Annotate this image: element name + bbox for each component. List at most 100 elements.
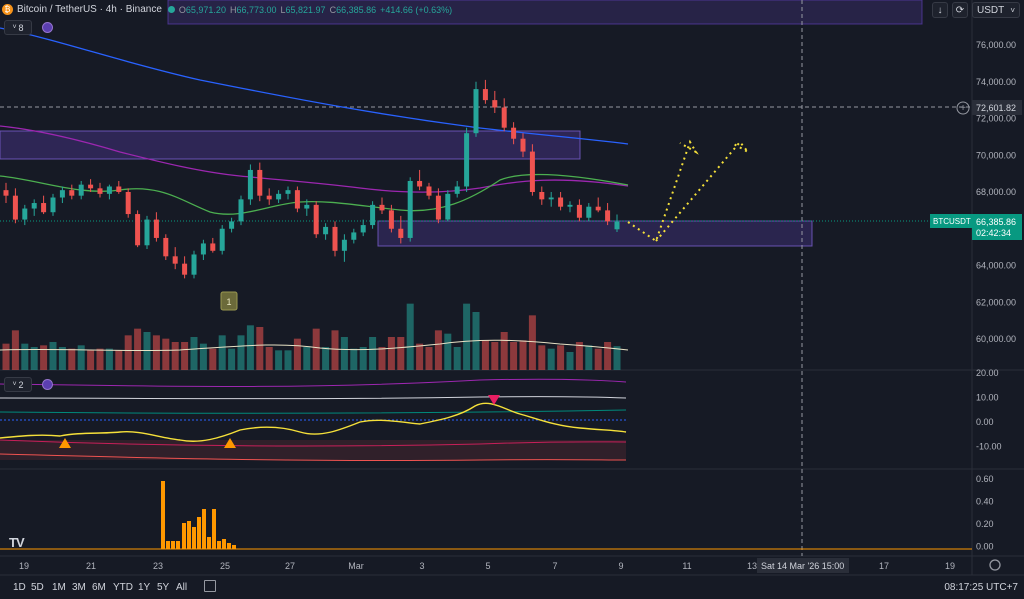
candle-body[interactable] — [304, 204, 310, 209]
support-zone[interactable] — [377, 220, 813, 247]
auto-scale-button[interactable]: ⟳ — [952, 2, 968, 18]
ma-blue-line[interactable] — [0, 27, 629, 145]
candle-body[interactable] — [614, 221, 620, 230]
candle-body[interactable] — [106, 186, 112, 194]
candle-body[interactable] — [210, 243, 216, 251]
candle-body[interactable] — [473, 89, 479, 134]
indicators-toggle[interactable]: ˅ 8 — [4, 20, 32, 35]
range-button-1y[interactable]: 1Y — [138, 582, 151, 593]
candle-body[interactable] — [398, 228, 404, 238]
currency-select[interactable]: USDT ˅ — [972, 2, 1020, 18]
candle-body[interactable] — [69, 190, 75, 196]
indicator-eye-icon[interactable] — [42, 22, 53, 33]
candle-body[interactable] — [407, 180, 413, 238]
candle-body[interactable] — [605, 210, 611, 222]
candle-body[interactable] — [332, 226, 338, 251]
candle-body[interactable] — [125, 192, 131, 215]
scroll-down-button[interactable]: ↓ — [932, 2, 948, 18]
candle-body[interactable] — [548, 197, 554, 200]
symbol-title[interactable]: Bitcoin / TetherUS · 4h · Binance — [17, 4, 162, 15]
candle-body[interactable] — [229, 221, 235, 229]
candle-body[interactable] — [88, 184, 94, 189]
range-button-1d[interactable]: 1D — [13, 582, 26, 593]
candle-body[interactable] — [200, 243, 206, 255]
candles-group[interactable] — [3, 79, 620, 279]
candle-body[interactable] — [388, 210, 394, 229]
candle-body[interactable] — [219, 228, 225, 251]
candle-body[interactable] — [351, 232, 357, 240]
price-axis[interactable]: 76,000.00 74,000.00 72,000.00 70,000.00 68,0… — [976, 40, 1016, 344]
candle-body[interactable] — [163, 237, 169, 257]
candle-body[interactable] — [323, 226, 329, 235]
candle-body[interactable] — [313, 204, 319, 235]
candle-body[interactable] — [558, 197, 564, 207]
candle-body[interactable] — [12, 195, 18, 220]
symbol-legend[interactable]: ₿ Bitcoin / TetherUS · 4h · Binance O 65,… — [2, 2, 452, 17]
candle-body[interactable] — [78, 184, 84, 196]
candle-body[interactable] — [454, 186, 460, 194]
candle-body[interactable] — [539, 192, 545, 200]
candle-body[interactable] — [417, 180, 423, 187]
candle-body[interactable] — [31, 203, 37, 209]
candle-body[interactable] — [276, 193, 282, 200]
time-axis[interactable]: 19 21 23 25 27 Mar 3 5 7 9 11 13 17 19 — [19, 561, 955, 571]
range-button-5y[interactable]: 5Y — [157, 582, 170, 593]
candle-body[interactable] — [379, 204, 385, 211]
candle-body[interactable] — [595, 206, 601, 211]
range-button-all[interactable]: All — [176, 582, 188, 593]
candle-body[interactable] — [529, 151, 535, 192]
osc-sell-triangle[interactable] — [488, 395, 500, 405]
candle-body[interactable] — [567, 204, 573, 207]
candle-body[interactable] — [247, 169, 253, 200]
candle-body[interactable] — [135, 214, 141, 246]
candle-body[interactable] — [97, 188, 103, 194]
candle-body[interactable] — [586, 206, 592, 218]
osc-signal-line[interactable] — [0, 402, 627, 442]
footer-clock[interactable]: 08:17:25 UTC+7 — [944, 582, 1018, 593]
candle-body[interactable] — [482, 89, 488, 101]
candle-body[interactable] — [266, 195, 272, 200]
projection-path-2[interactable] — [655, 140, 749, 242]
range-button-5d[interactable]: 5D — [31, 582, 44, 593]
candle-body[interactable] — [144, 219, 150, 246]
candle-body[interactable] — [257, 169, 263, 196]
candle-body[interactable] — [341, 239, 347, 251]
range-button-1m[interactable]: 1M — [52, 582, 66, 593]
candle-body[interactable] — [464, 133, 470, 187]
candle-body[interactable] — [59, 190, 65, 198]
ma-purple-line[interactable] — [0, 125, 629, 193]
candle-body[interactable] — [360, 225, 366, 233]
candle-body[interactable] — [182, 263, 188, 275]
supply-zone-top[interactable] — [167, 0, 923, 25]
candle-body[interactable] — [435, 195, 441, 220]
crosshair-add-icon[interactable] — [956, 101, 970, 115]
candle-body[interactable] — [370, 204, 376, 226]
projection-path[interactable] — [627, 139, 699, 243]
range-button-6m[interactable]: 6M — [92, 582, 106, 593]
candle-body[interactable] — [492, 100, 498, 108]
pivot-badge[interactable] — [220, 291, 238, 311]
osc-eye-icon[interactable] — [42, 379, 53, 390]
calendar-icon[interactable] — [204, 580, 216, 592]
candle-body[interactable] — [294, 190, 300, 209]
candle-body[interactable] — [3, 190, 9, 196]
resistance-zone[interactable] — [0, 130, 581, 160]
candle-body[interactable] — [116, 186, 122, 192]
osc-buy-triangle-2[interactable] — [224, 438, 236, 448]
tradingview-logo[interactable]: TV — [9, 535, 25, 550]
axis-settings-icon[interactable] — [989, 559, 1001, 571]
candle-body[interactable] — [576, 204, 582, 218]
candle-body[interactable] — [41, 203, 47, 213]
candle-body[interactable] — [520, 138, 526, 152]
range-button-ytd[interactable]: YTD — [113, 582, 133, 593]
candle-body[interactable] — [445, 193, 451, 220]
candle-body[interactable] — [191, 254, 197, 275]
candle-body[interactable] — [511, 127, 517, 139]
range-button-3m[interactable]: 3M — [72, 582, 86, 593]
candle-body[interactable] — [426, 186, 432, 196]
candle-body[interactable] — [172, 256, 178, 264]
candle-body[interactable] — [285, 190, 291, 194]
candle-body[interactable] — [22, 208, 28, 220]
osc-indicators-toggle[interactable]: ˅ 2 — [4, 377, 32, 392]
